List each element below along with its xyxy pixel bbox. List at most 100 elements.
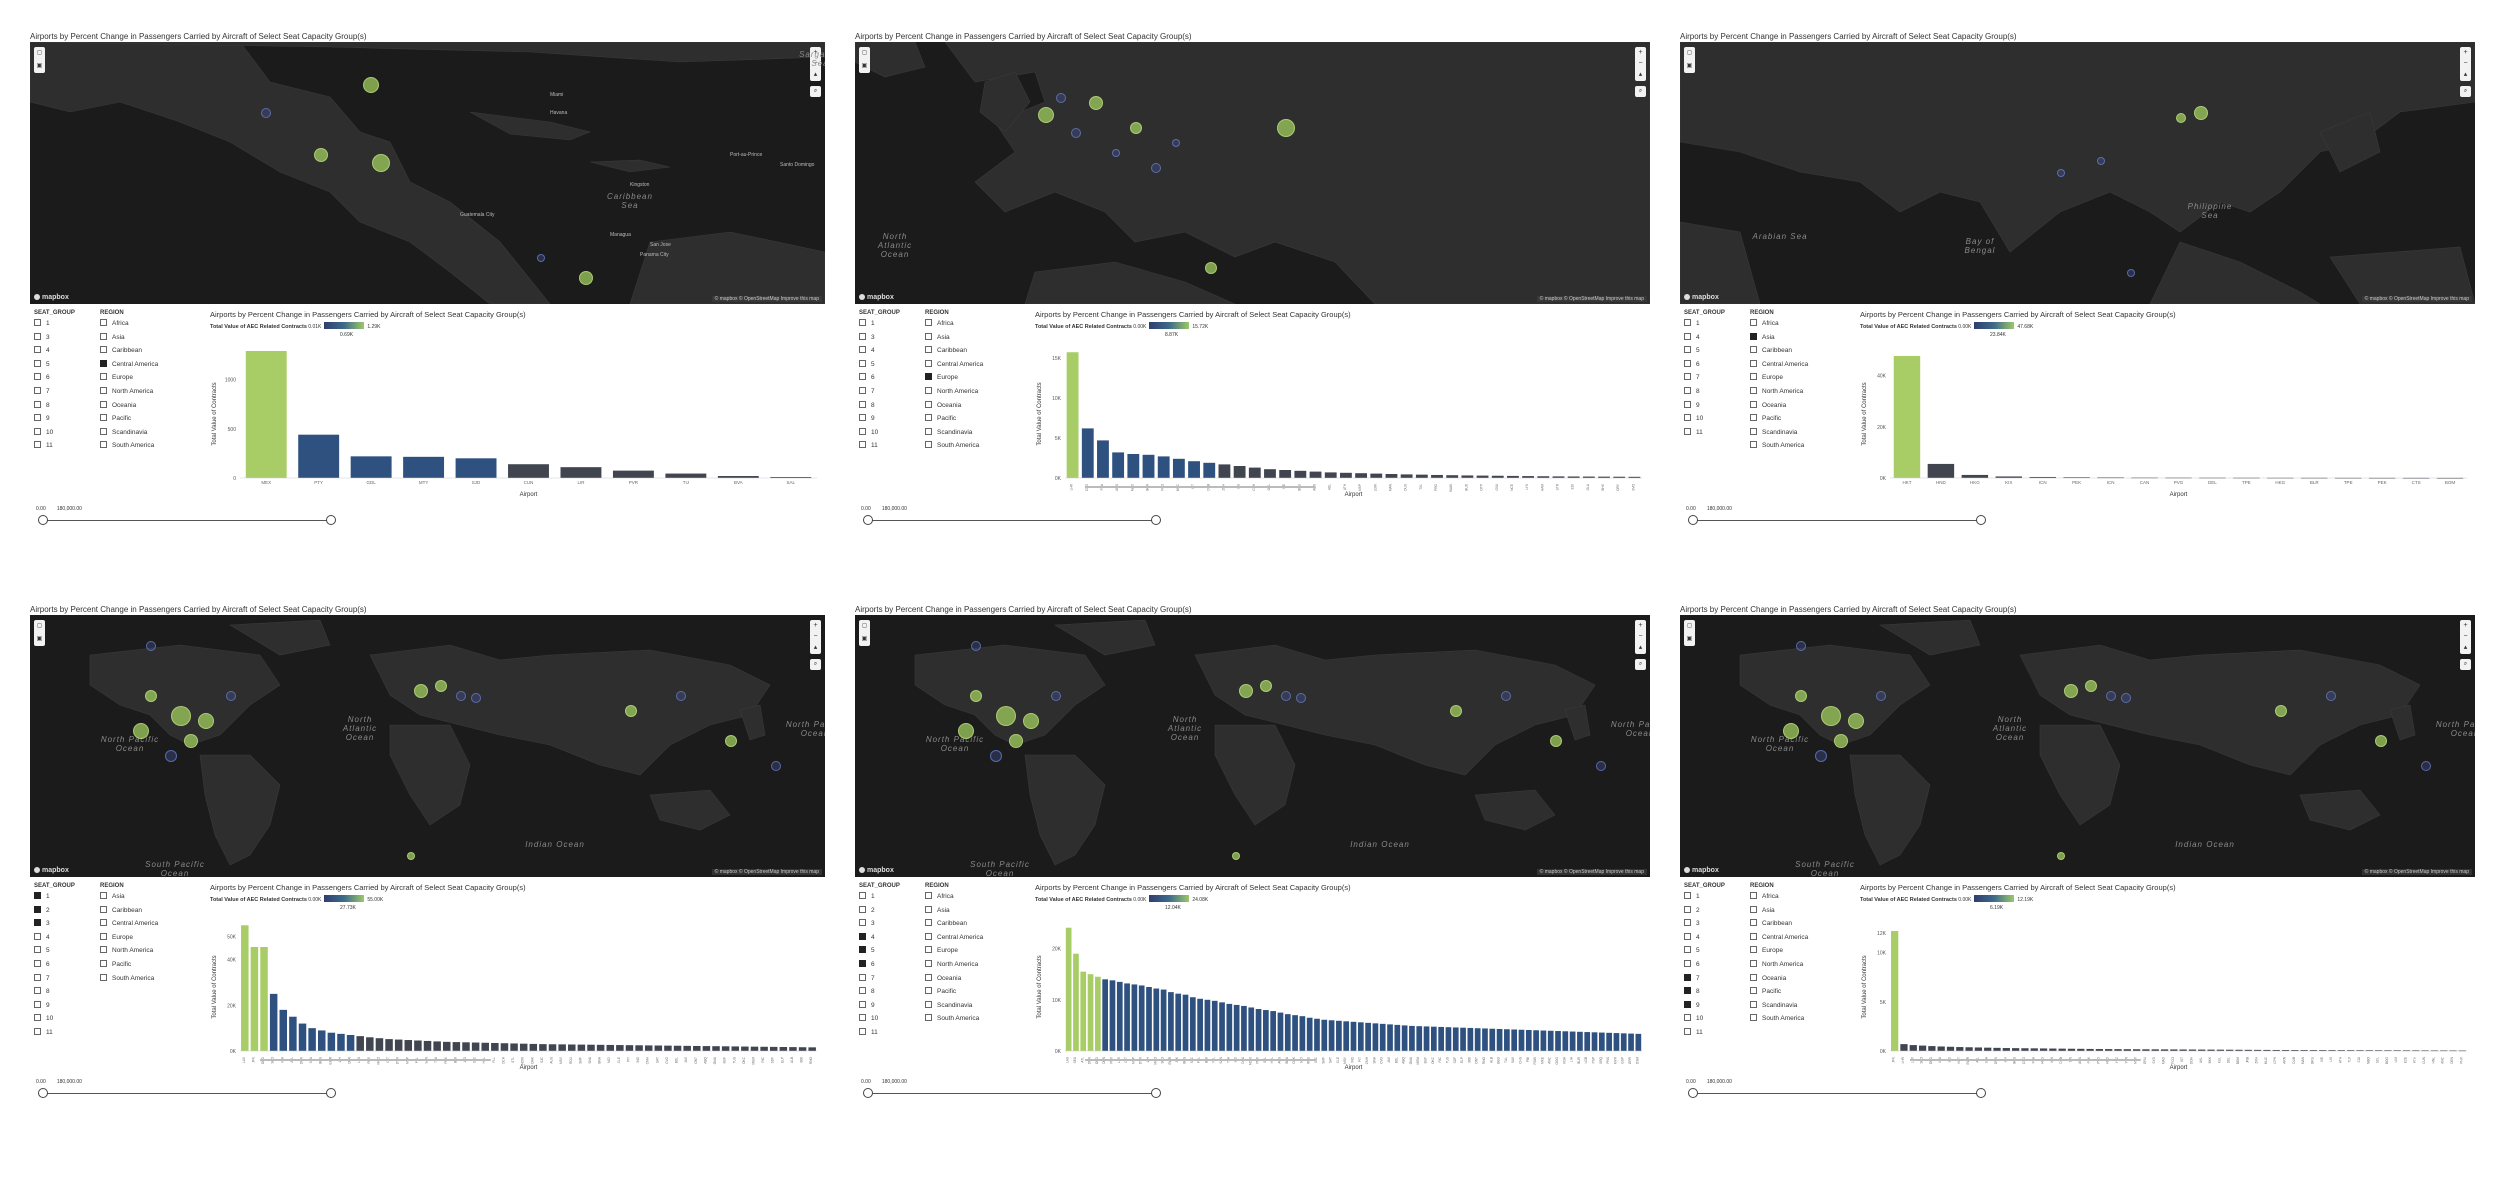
seat-group-option[interactable]: 2 xyxy=(1684,905,1725,920)
bar[interactable] xyxy=(616,1045,624,1051)
airport-bubble[interactable] xyxy=(471,693,481,703)
bar[interactable] xyxy=(423,1040,432,1051)
bar[interactable] xyxy=(1328,1020,1335,1051)
bar[interactable] xyxy=(2188,1049,2197,1051)
seat-group-option[interactable]: 1 xyxy=(1684,892,1725,906)
airport-bubble[interactable] xyxy=(1023,713,1039,729)
seat-group-option[interactable]: 5 xyxy=(1684,346,1725,360)
range-slider[interactable]: 0.00 180,000.00 xyxy=(1686,1079,1986,1101)
bar[interactable] xyxy=(1372,1023,1379,1051)
lasso-icon[interactable]: ◻ xyxy=(37,50,42,56)
plus-icon[interactable]: + xyxy=(813,49,818,56)
region-option[interactable]: Europe xyxy=(1750,946,1808,960)
map-attribution[interactable]: © mapbox © OpenStreetMap Improve this ma… xyxy=(1536,869,1647,875)
checkbox[interactable] xyxy=(859,332,866,340)
bar[interactable] xyxy=(2123,1049,2131,1051)
bar[interactable] xyxy=(2365,1050,2373,1051)
checkbox[interactable] xyxy=(1684,400,1691,408)
bar[interactable] xyxy=(356,1036,364,1051)
bar[interactable] xyxy=(1511,1029,1518,1052)
airport-bubble[interactable] xyxy=(1550,735,1562,747)
airport-bubble[interactable] xyxy=(1130,122,1142,134)
bar[interactable] xyxy=(2384,1050,2392,1052)
range-handle-min[interactable] xyxy=(1688,1088,1698,1098)
plus-icon[interactable]: + xyxy=(1638,622,1643,629)
seat-group-option[interactable]: 8 xyxy=(34,400,75,415)
seat-group-option[interactable]: 7 xyxy=(1684,373,1725,387)
checkbox[interactable] xyxy=(34,427,41,435)
airport-bubble[interactable] xyxy=(1783,723,1799,739)
range-track[interactable] xyxy=(867,520,1159,521)
checkbox[interactable] xyxy=(100,441,107,449)
region-option[interactable]: South America xyxy=(100,973,158,988)
chart-scrollbar[interactable] xyxy=(1910,1059,2141,1061)
checkbox[interactable] xyxy=(859,346,866,354)
airport-bubble[interactable] xyxy=(2097,157,2105,165)
bar[interactable] xyxy=(1577,1031,1583,1051)
lasso-icon[interactable]: ◻ xyxy=(1687,50,1692,56)
airport-bubble[interactable] xyxy=(2085,680,2097,692)
seat-group-option[interactable]: 6 xyxy=(34,373,75,387)
range-track[interactable] xyxy=(42,520,334,521)
checkbox[interactable] xyxy=(859,987,866,995)
search-icon[interactable]: ⌕ xyxy=(2460,86,2471,97)
checkbox[interactable] xyxy=(1750,346,1757,354)
bar[interactable] xyxy=(245,350,287,478)
checkbox[interactable] xyxy=(1750,973,1757,981)
bar[interactable] xyxy=(1431,474,1443,478)
bar[interactable] xyxy=(2430,1050,2439,1052)
bar[interactable] xyxy=(260,947,268,1051)
bar[interactable] xyxy=(2160,1049,2169,1051)
checkbox[interactable] xyxy=(925,319,932,326)
region-option[interactable]: North America xyxy=(925,386,983,401)
bar[interactable] xyxy=(1628,1033,1634,1051)
bar[interactable] xyxy=(770,477,812,478)
map-attribution[interactable]: © mapbox © OpenStreetMap Improve this ma… xyxy=(1536,296,1647,302)
checkbox[interactable] xyxy=(34,946,41,954)
bar[interactable] xyxy=(2374,1050,2383,1052)
bar[interactable] xyxy=(596,1044,605,1051)
bar[interactable] xyxy=(1620,1033,1627,1051)
checkbox[interactable] xyxy=(1684,359,1691,367)
seat-group-option[interactable]: 8 xyxy=(859,987,900,1001)
seat-group-option[interactable]: 7 xyxy=(1684,973,1725,988)
bar[interactable] xyxy=(1489,1028,1496,1051)
checkbox[interactable] xyxy=(1750,319,1757,326)
bar[interactable] xyxy=(1175,993,1182,1051)
checkbox[interactable] xyxy=(100,400,107,408)
bar[interactable] xyxy=(1188,461,1200,478)
checkbox[interactable] xyxy=(1684,346,1691,354)
map-select-control[interactable]: ◻ ▣ xyxy=(859,47,870,73)
bar[interactable] xyxy=(1116,981,1123,1051)
bar[interactable] xyxy=(1309,471,1322,478)
bar[interactable] xyxy=(1927,463,1955,478)
bar[interactable] xyxy=(1385,474,1398,478)
airport-bubble[interactable] xyxy=(958,723,974,739)
bar[interactable] xyxy=(2095,1049,2104,1051)
seat-group-option[interactable]: 4 xyxy=(859,346,900,360)
map-select-control[interactable]: ◻ ▣ xyxy=(34,620,45,646)
bar[interactable] xyxy=(1552,476,1565,478)
checkbox[interactable] xyxy=(1750,441,1757,449)
checkbox[interactable] xyxy=(1750,386,1757,394)
region-option[interactable]: Europe xyxy=(925,373,983,387)
bar[interactable] xyxy=(1153,988,1160,1051)
seat-group-option[interactable]: 9 xyxy=(859,414,900,428)
bar[interactable] xyxy=(1628,476,1641,478)
bar[interactable] xyxy=(1336,1020,1342,1051)
checkbox[interactable] xyxy=(859,427,866,435)
bar[interactable] xyxy=(2328,1050,2336,1051)
bar[interactable] xyxy=(1066,352,1079,478)
seat-group-option[interactable]: 6 xyxy=(34,959,75,974)
checkbox[interactable] xyxy=(1750,414,1757,422)
bar[interactable] xyxy=(462,1042,470,1051)
airport-bubble[interactable] xyxy=(2275,705,2287,717)
region-option[interactable]: Pacific xyxy=(1750,414,1808,428)
region-option[interactable]: Pacific xyxy=(925,414,983,428)
checkbox[interactable] xyxy=(1684,919,1691,927)
airport-bubble[interactable] xyxy=(1795,690,1807,702)
checkbox[interactable] xyxy=(34,959,41,967)
airport-bubble[interactable] xyxy=(1239,684,1253,698)
checkbox[interactable] xyxy=(1684,386,1691,394)
airport-bubble[interactable] xyxy=(2375,735,2387,747)
